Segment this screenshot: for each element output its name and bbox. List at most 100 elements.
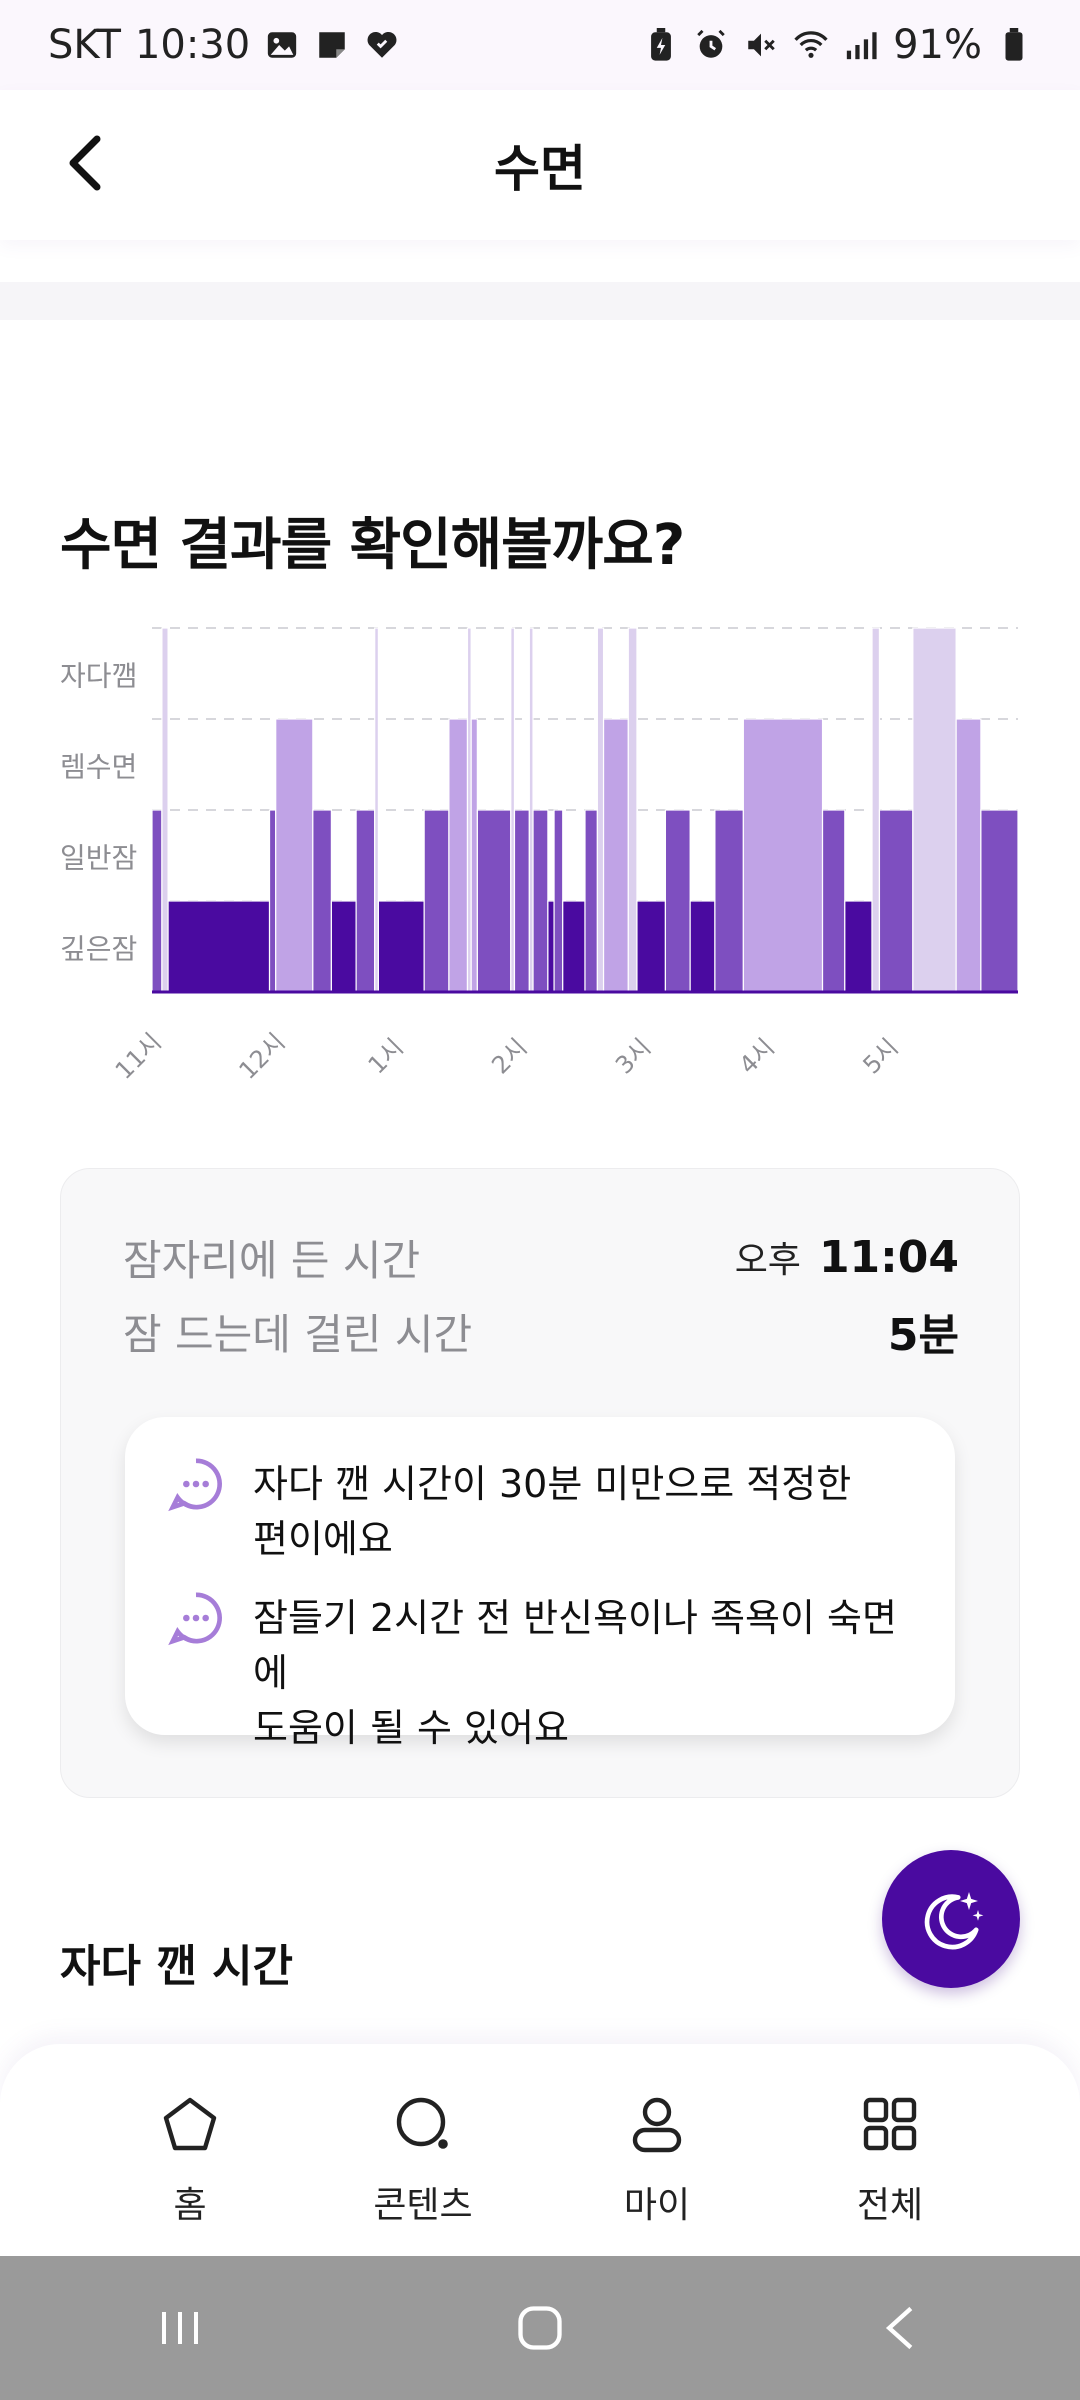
bedtime-value-group: 오후 11:04 — [735, 1231, 959, 1283]
stage-bar — [355, 809, 376, 993]
stage-bar — [627, 627, 638, 993]
tip-line: 편이에요 — [253, 1517, 393, 1561]
tip-item: 자다 깬 시간이 30분 미만으로 적정한 편이에요 — [167, 1457, 907, 1567]
back-chevron-icon — [69, 135, 101, 191]
stage-bar — [476, 809, 512, 993]
stage-bar — [980, 809, 1019, 993]
system-nav-bar — [0, 2256, 1080, 2400]
sleep-stage-chart: 자다깸 렘수면 일반잠 깊은잠 11시 12시 1시 2시 3시 4시 5시 — [0, 600, 1080, 1100]
stage-bar — [268, 809, 277, 993]
back-button[interactable] — [50, 128, 120, 198]
stage-bar — [912, 627, 957, 993]
stage-bar — [821, 809, 846, 993]
clock: 10:30 — [134, 22, 251, 68]
gallery-icon — [264, 27, 300, 63]
x-tick-label: 4시 — [734, 1033, 780, 1079]
x-tick-label: 2시 — [486, 1033, 532, 1079]
x-tick-label: 5시 — [858, 1033, 904, 1079]
bedtime-label: 잠자리에 든 시간 — [123, 1235, 421, 1285]
home-pentagon-icon — [163, 2097, 217, 2151]
stage-bar — [448, 718, 469, 993]
wifi-icon — [793, 27, 829, 63]
chat-bubble-icon — [168, 1458, 222, 1512]
nav-all[interactable]: 전체 — [800, 2094, 980, 2234]
stage-bar — [878, 809, 914, 993]
carrier: SKT — [48, 22, 121, 68]
latency-label: 잠 드는데 걸린 시간 — [123, 1309, 473, 1359]
sleep-mode-fab[interactable] — [882, 1850, 1020, 1988]
stage-bar — [532, 809, 549, 993]
x-tick-label: 1시 — [363, 1033, 409, 1079]
nav-content-label: 콘텐츠 — [373, 2185, 473, 2226]
home-icon — [518, 2306, 562, 2350]
battery-percent: 91% — [893, 22, 982, 68]
stage-bar — [547, 900, 555, 993]
stage-bar — [275, 718, 314, 993]
stage-bar — [664, 809, 691, 993]
content-search-icon — [396, 2097, 448, 2149]
status-right: 91% — [643, 22, 1032, 68]
stage-bar — [513, 809, 530, 993]
y-tick-label: 일반잠 — [60, 842, 137, 875]
stage-bar — [167, 900, 271, 993]
sleep-info-card: 잠자리에 든 시간 오후 11:04 잠 드는데 걸린 시간 5분 자다 깬 시… — [60, 1168, 1020, 1798]
mute-icon — [743, 27, 779, 63]
stage-bar — [161, 627, 169, 993]
nav-my-label: 마이 — [623, 2185, 691, 2226]
stage-bar — [742, 718, 824, 993]
battery-saver-icon — [643, 27, 679, 63]
alarm-icon — [693, 27, 729, 63]
bedtime-value: 11:04 — [818, 1232, 959, 1283]
status-left: SKT 10:30 — [48, 22, 400, 68]
tip-line: 잠들기 2시간 전 반신욕이나 족욕이 숙면에 — [253, 1596, 897, 1695]
latency-row: 잠 드는데 걸린 시간 5분 — [123, 1299, 959, 1363]
grid-icon — [863, 2097, 917, 2151]
app-bar: 수면 — [0, 90, 1080, 240]
x-tick-label: 11시 — [110, 1028, 167, 1085]
stage-bar — [714, 809, 744, 993]
battery-icon — [996, 27, 1032, 63]
health-heart-icon — [364, 27, 400, 63]
stage-bar — [871, 627, 881, 993]
back-system-button[interactable] — [860, 2288, 940, 2368]
nav-home[interactable]: 홈 — [100, 2094, 280, 2234]
nav-content[interactable]: 콘텐츠 — [333, 2094, 513, 2234]
sticky-note-icon — [314, 27, 350, 63]
stage-bar — [377, 900, 425, 993]
x-tick-label: 12시 — [234, 1028, 291, 1085]
stage-bar — [955, 718, 982, 993]
nav-all-label: 전체 — [856, 2185, 924, 2226]
signal-icon — [843, 27, 879, 63]
nav-my[interactable]: 마이 — [567, 2094, 747, 2234]
stage-bar — [689, 900, 716, 993]
section-title: 수면 결과를 확인해볼까요? — [60, 513, 685, 578]
status-bar: SKT 10:30 91% — [0, 0, 1080, 90]
tip-line: 자다 깬 시간이 30분 미만으로 적정한 — [253, 1462, 852, 1506]
y-tick-label: 깊은잠 — [60, 933, 137, 966]
tips-box: 자다 깬 시간이 30분 미만으로 적정한 편이에요 잠들기 2시간 전 반신욕… — [125, 1417, 955, 1750]
stage-bar — [584, 809, 598, 993]
stage-bar — [470, 718, 478, 993]
latency-value: 5분 — [887, 1310, 959, 1361]
recent-apps-icon — [162, 2312, 198, 2344]
stage-bar — [151, 809, 163, 993]
stage-bar — [330, 900, 357, 993]
tip-item: 잠들기 2시간 전 반신욕이나 족욕이 숙면에 도움이 될 수 있어요 — [167, 1591, 907, 1756]
tip-text: 잠들기 2시간 전 반신욕이나 족욕이 숙면에 도움이 될 수 있어요 — [253, 1591, 907, 1756]
stage-bar — [553, 809, 564, 993]
back-icon — [885, 2306, 913, 2350]
nav-home-label: 홈 — [173, 2185, 207, 2226]
chat-bubble-icon — [168, 1592, 222, 1646]
bedtime-row: 잠자리에 든 시간 오후 11:04 — [123, 1225, 959, 1289]
stage-bar — [602, 718, 629, 993]
recent-apps-button[interactable] — [140, 2288, 220, 2368]
home-system-button[interactable] — [500, 2288, 580, 2368]
bedtime-ampm: 오후 — [734, 1240, 801, 1281]
page-title: 수면 — [494, 140, 586, 198]
person-icon — [632, 2097, 682, 2153]
stage-bar — [423, 809, 450, 993]
y-tick-label: 자다깸 — [60, 660, 137, 693]
section-divider — [0, 282, 1080, 320]
y-tick-label: 렘수면 — [60, 751, 137, 784]
